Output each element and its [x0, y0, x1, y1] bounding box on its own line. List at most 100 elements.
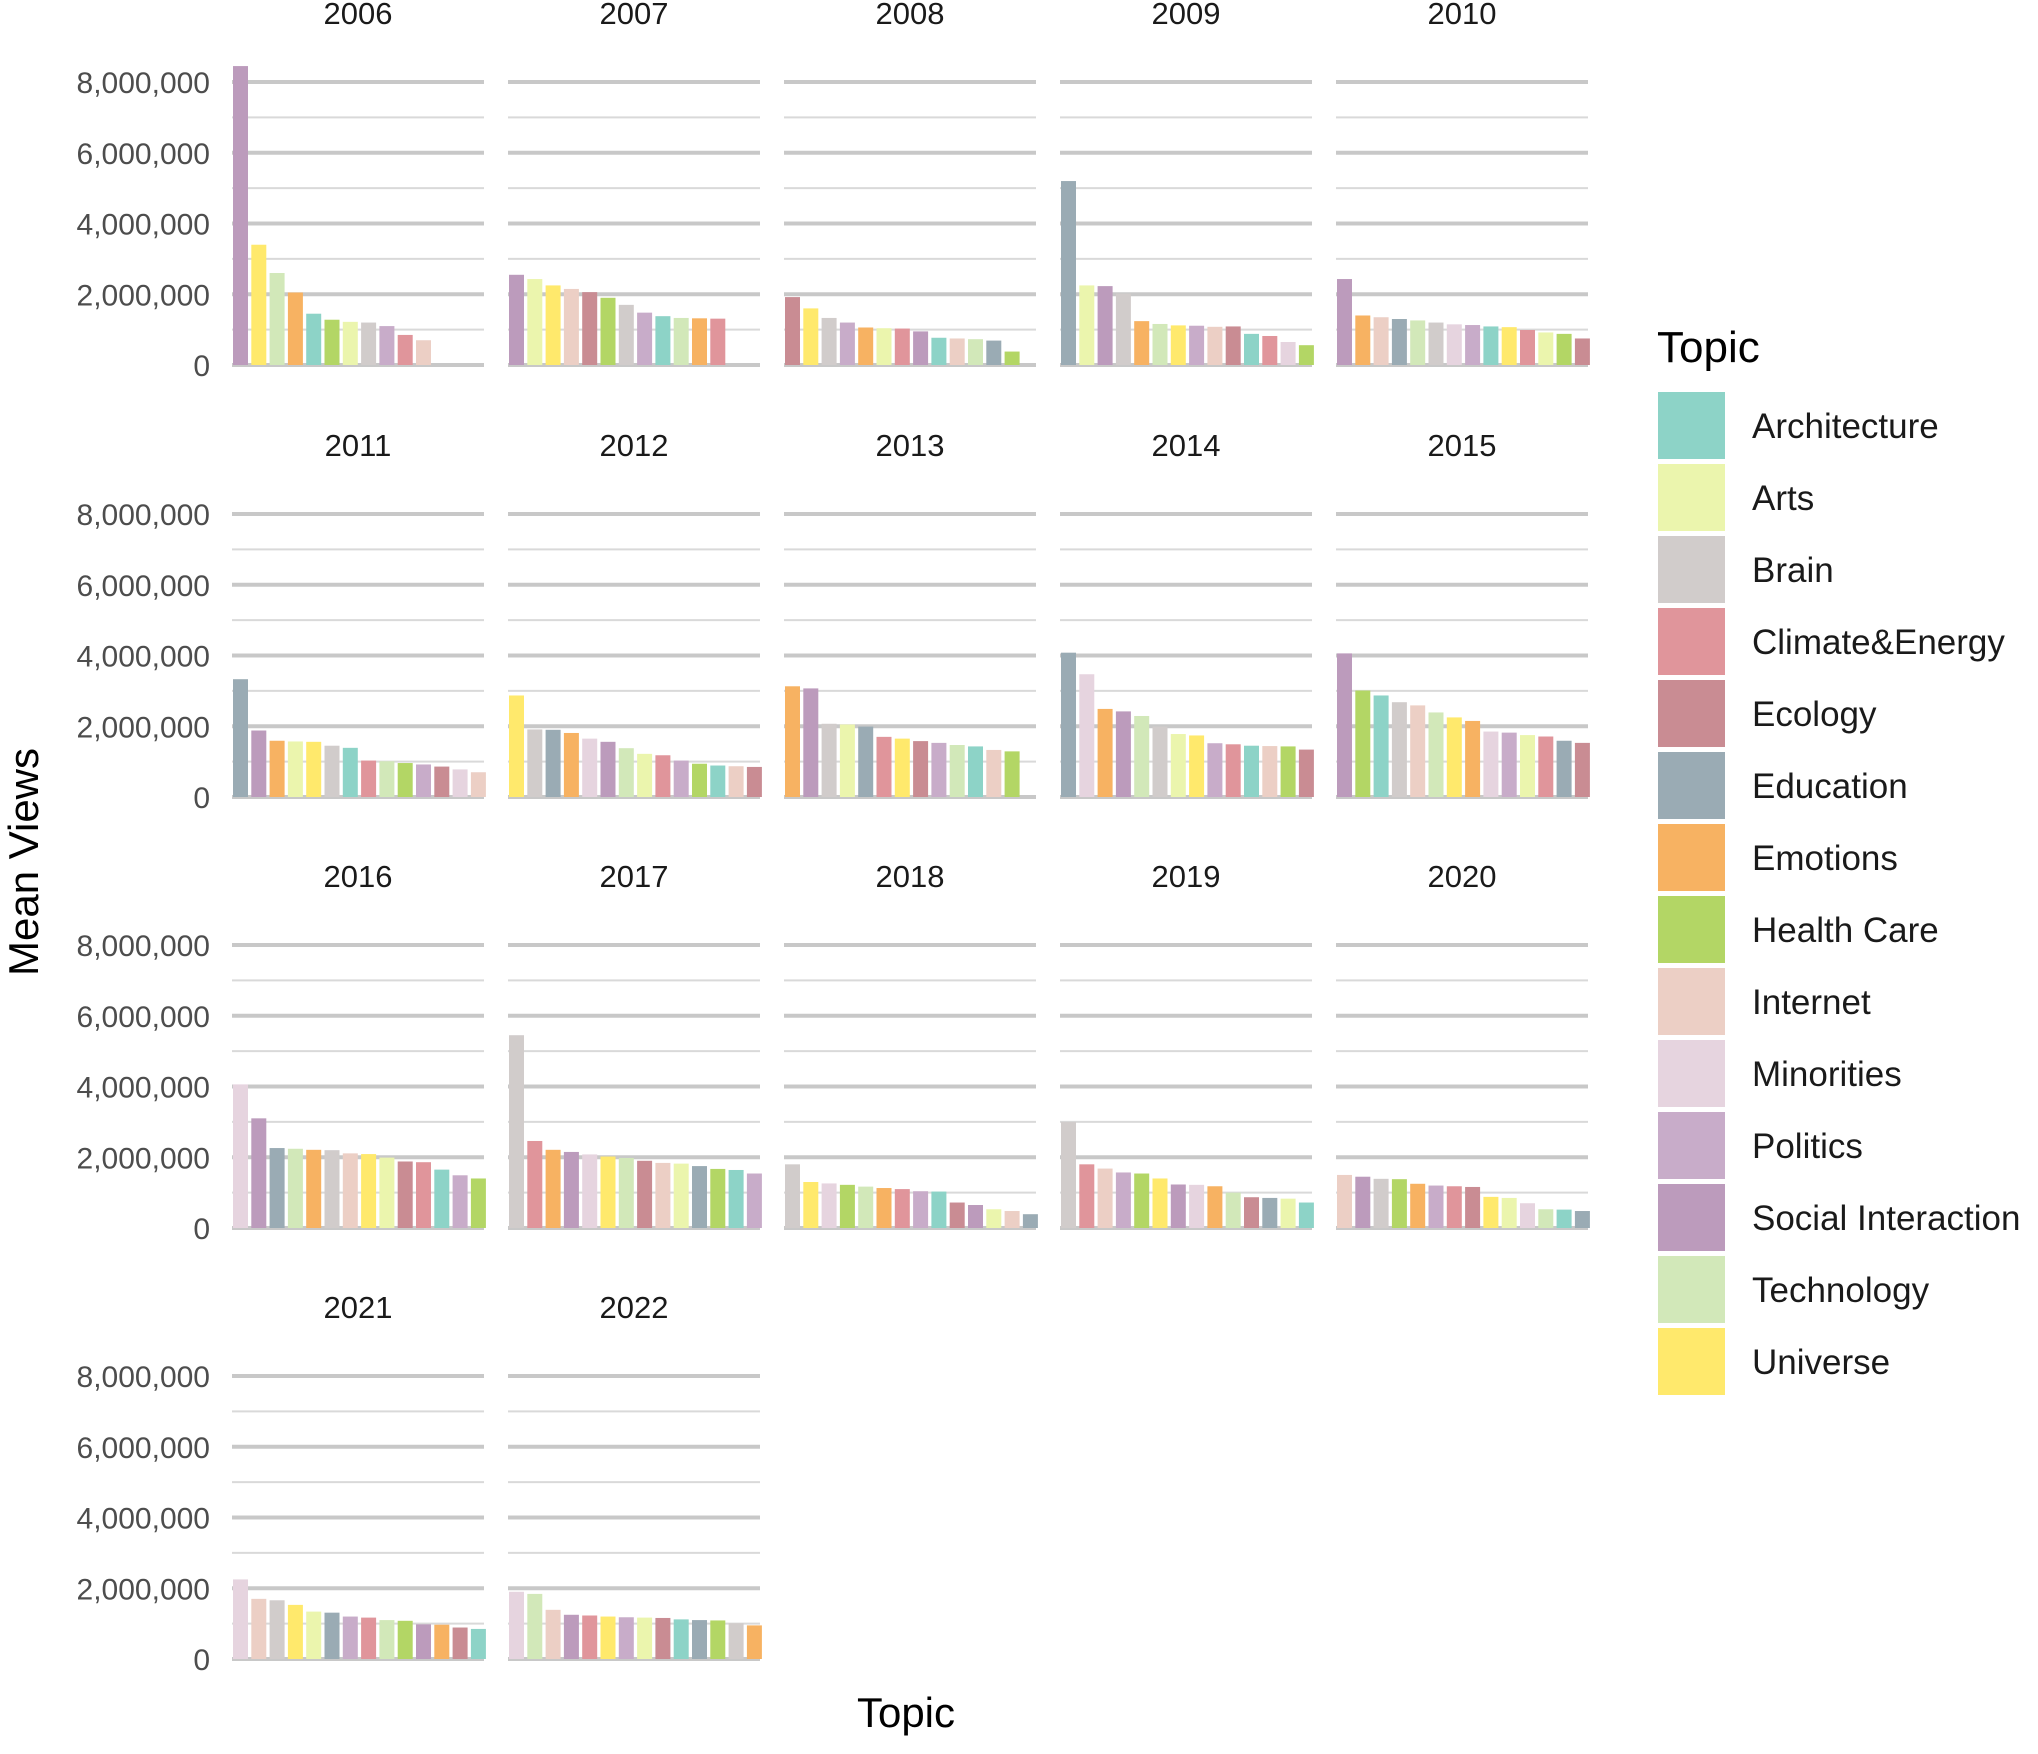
bar: Internet [1004, 1211, 1020, 1228]
bar: Internet [1097, 1168, 1113, 1228]
legend-swatch [1658, 1328, 1725, 1395]
bar: Internet [949, 338, 965, 365]
bar: Internet [1337, 1174, 1352, 1228]
bar: Internet [728, 766, 744, 797]
bar: Architecture [728, 1169, 744, 1228]
bar: Universe [1170, 325, 1186, 365]
bar: Technology [949, 745, 965, 797]
bar: Arts [673, 1163, 689, 1228]
bar: Brain [1152, 726, 1168, 797]
bar: Architecture [968, 746, 983, 797]
bar: Ecology [1225, 326, 1241, 365]
bar: Architecture [673, 1619, 689, 1659]
bar: Architecture [1244, 745, 1259, 797]
bar: Brain [1391, 702, 1407, 797]
bar: Politics [931, 742, 947, 797]
y-tick-label: 4,000,000 [77, 1503, 210, 1536]
bar: Universe [545, 285, 561, 365]
bar: Social Interaction [1115, 711, 1131, 797]
bar: Technology [968, 339, 983, 365]
bar: Health Care [1134, 1173, 1150, 1228]
bar: Internet [563, 288, 579, 365]
bar: Technology [673, 317, 689, 365]
facet-2009: 2009 EducationArtsSocial InteractionBrain… [1060, 0, 1314, 367]
bar: Minorities [821, 1183, 837, 1228]
bar: Emotions [692, 318, 707, 366]
y-tick-label: 0 [193, 1213, 210, 1246]
legend-label: Politics [1752, 1127, 1863, 1166]
bar: Emotions [785, 686, 800, 797]
legend-swatch [1658, 608, 1725, 675]
y-tick-label: 8,000,000 [77, 67, 210, 100]
bar: Politics [1115, 1172, 1131, 1228]
bar: Ecology [785, 297, 800, 365]
bar: Internet [1207, 326, 1223, 365]
y-tick-label: 8,000,000 [77, 499, 210, 532]
legend-item: Politics [1658, 1112, 1863, 1179]
bar: Architecture [434, 1169, 450, 1228]
bar: Arts [1280, 1198, 1296, 1228]
y-tick-label: 2,000,000 [77, 279, 210, 312]
bar: Arts [1501, 1197, 1517, 1228]
bar: Arts [1170, 734, 1186, 797]
bar: Internet [251, 1598, 267, 1659]
legend-items: Architecture Arts Brain Climate&Energy Ecolo… [1658, 392, 2020, 1395]
bar: Social Interaction [1097, 286, 1113, 365]
legend-item: Ecology [1658, 680, 1877, 747]
bar: Ecology [746, 766, 762, 797]
bar: Brain [821, 317, 837, 365]
x-axis-title: Topic [857, 1689, 955, 1736]
bar: Architecture [1556, 1209, 1572, 1228]
facet-title: 2009 [1152, 0, 1221, 31]
y-tick-label: 4,000,000 [77, 209, 210, 242]
bar: Emotions [269, 740, 285, 797]
bar: Social Interaction [251, 1118, 267, 1228]
y-tick-label: 6,000,000 [77, 1001, 210, 1034]
bar: Architecture [1373, 695, 1389, 797]
bar: Health Care [470, 1178, 486, 1228]
bar: Universe [1189, 735, 1205, 797]
bar: Politics [342, 1616, 358, 1659]
bar: Health Care [1004, 351, 1020, 365]
bar: Technology [1410, 320, 1426, 365]
bar: Brain [509, 1035, 524, 1228]
bar: Education [269, 1148, 285, 1228]
legend-swatch [1658, 464, 1725, 531]
bar: Health Care [1004, 751, 1020, 797]
bar: Politics [839, 322, 855, 365]
bar: Politics [1428, 1185, 1444, 1228]
bar: Arts [306, 1611, 322, 1659]
bar: Arts [1538, 332, 1554, 365]
bar: Climate&Energy [1538, 736, 1554, 797]
legend-label: Brain [1752, 551, 1834, 590]
bar: Climate&Energy [894, 328, 910, 365]
facet-title: 2007 [600, 0, 669, 31]
bar: Ecology [913, 741, 929, 797]
bar: Health Care [710, 1168, 726, 1228]
legend-item: Arts [1658, 464, 1814, 531]
bar: Universe [600, 1616, 616, 1659]
bar: Climate&Energy [397, 334, 413, 365]
bar: Technology [1538, 1209, 1554, 1228]
bar: Internet [1262, 746, 1278, 797]
bar: Education [324, 1612, 340, 1659]
legend-item: Internet [1658, 968, 1871, 1035]
bar: Climate&Energy [1225, 744, 1241, 797]
bar: Health Care [839, 1184, 855, 1228]
bar: Social Interaction [600, 741, 616, 798]
legend-label: Internet [1752, 983, 1871, 1022]
bar: Ecology [1574, 338, 1590, 365]
bar: Politics [1501, 732, 1517, 797]
legend-label: Minorities [1752, 1055, 1902, 1094]
bar: Ecology [1298, 749, 1314, 797]
y-tick-label: 2,000,000 [77, 711, 210, 744]
bar: Education [986, 340, 1002, 365]
bar: Emotions [1465, 720, 1481, 797]
facet-title: 2020 [1428, 859, 1497, 894]
bar: Arts [1520, 735, 1535, 797]
bar: Politics [379, 326, 395, 365]
y-tick-label: 2,000,000 [77, 1573, 210, 1606]
bar: Minorities [233, 1084, 248, 1228]
bar: Social Interaction [1337, 653, 1352, 797]
legend-item: Universe [1658, 1328, 1890, 1395]
